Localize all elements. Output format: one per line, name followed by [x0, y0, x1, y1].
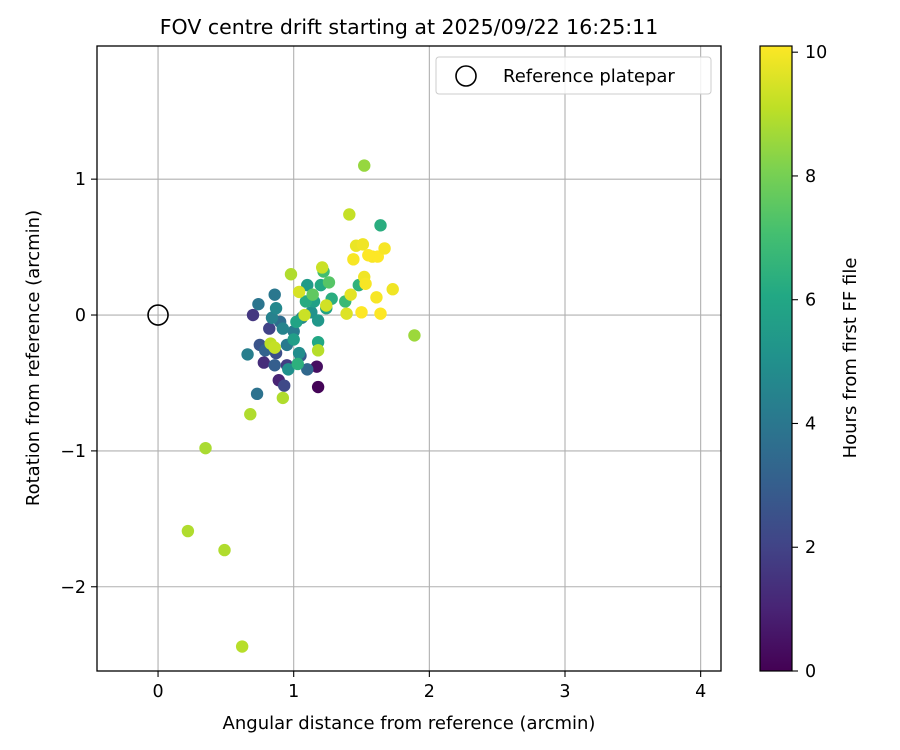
data-point: [374, 219, 387, 232]
data-point: [218, 543, 231, 557]
data-point: [371, 250, 384, 263]
data-point: [268, 359, 281, 372]
legend: Reference platepar: [435, 56, 712, 95]
data-point: [181, 524, 195, 538]
data-point: [362, 249, 375, 262]
data-point: [301, 278, 314, 292]
data-point: [263, 322, 276, 335]
x-tick-label: 4: [695, 682, 706, 702]
colorbar: 0 2 4 6 8 10 Hours from first FF file: [759, 43, 861, 682]
data-point: [306, 288, 319, 301]
data-point: [386, 283, 399, 296]
colorbar-gradient: [759, 45, 793, 672]
data-point: [315, 261, 329, 274]
data-point: [408, 329, 421, 342]
data-point: [359, 277, 372, 290]
data-point: [301, 363, 314, 376]
chart-title: FOV centre drift starting at 2025/09/22 …: [160, 15, 659, 39]
colorbar-tick-label: 4: [805, 414, 816, 434]
reference-platepar-marker: [147, 304, 169, 326]
y-tick-label: −1: [60, 442, 86, 462]
data-point: [241, 348, 254, 361]
x-tick-label: 3: [559, 682, 570, 702]
data-point: [311, 380, 325, 394]
data-point: [250, 387, 264, 401]
data-point: [278, 379, 291, 392]
data-point: [244, 408, 257, 421]
data-point: [290, 315, 303, 329]
legend-label: Reference platepar: [503, 66, 675, 87]
data-point: [276, 322, 290, 335]
data-point: [374, 307, 387, 320]
data-point: [370, 291, 383, 304]
data-point: [310, 360, 323, 373]
data-point: [265, 311, 279, 324]
data-point: [276, 391, 290, 405]
colorbar-label: Hours from first FF file: [840, 258, 861, 459]
colorbar-tick-label: 8: [805, 167, 816, 187]
data-point: [269, 302, 283, 315]
data-point: [235, 640, 249, 653]
data-point: [311, 344, 325, 357]
data-point: [355, 306, 368, 319]
y-axis-label: Rotation from reference (arcmin): [23, 210, 44, 506]
scatter-points: [181, 159, 421, 653]
data-point: [340, 307, 353, 320]
data-point: [199, 441, 212, 455]
colorbar-ticks: 0 2 4 6 8 10: [792, 43, 827, 682]
data-point: [356, 238, 370, 251]
x-axis-label: Angular distance from reference (arcmin): [223, 713, 596, 734]
data-point: [298, 308, 311, 322]
data-point: [343, 208, 356, 221]
data-point: [311, 314, 325, 327]
colorbar-tick-label: 6: [805, 291, 816, 311]
axis-ticks: 0 1 2 3 4 −2 −1 0 1: [60, 170, 706, 702]
x-tick-label: 0: [152, 682, 163, 702]
x-tick-label: 1: [288, 682, 299, 702]
data-point: [347, 253, 360, 266]
data-point: [292, 285, 306, 299]
x-tick-label: 2: [424, 682, 435, 702]
legend-box: [435, 56, 712, 95]
data-point: [252, 297, 265, 311]
legend-marker-icon: [455, 65, 477, 87]
y-tick-label: 0: [75, 306, 86, 326]
y-tick-label: 1: [75, 170, 86, 190]
data-point: [358, 159, 371, 172]
data-point: [268, 341, 281, 354]
data-point: [378, 242, 391, 255]
data-point: [287, 333, 300, 346]
data-point: [322, 276, 336, 289]
grid: [97, 46, 721, 671]
colorbar-tick-label: 2: [805, 538, 816, 558]
colorbar-tick-label: 0: [805, 662, 816, 682]
data-point: [246, 308, 260, 322]
plot-frame: [96, 45, 722, 672]
data-point: [268, 288, 281, 301]
data-point: [320, 299, 333, 312]
y-tick-label: −2: [60, 578, 86, 598]
data-point: [344, 288, 357, 301]
data-point: [284, 268, 298, 281]
data-point: [257, 356, 271, 369]
data-point: [291, 357, 304, 371]
colorbar-tick-label: 10: [805, 43, 827, 63]
data-point: [282, 363, 295, 376]
data-point: [292, 346, 306, 360]
